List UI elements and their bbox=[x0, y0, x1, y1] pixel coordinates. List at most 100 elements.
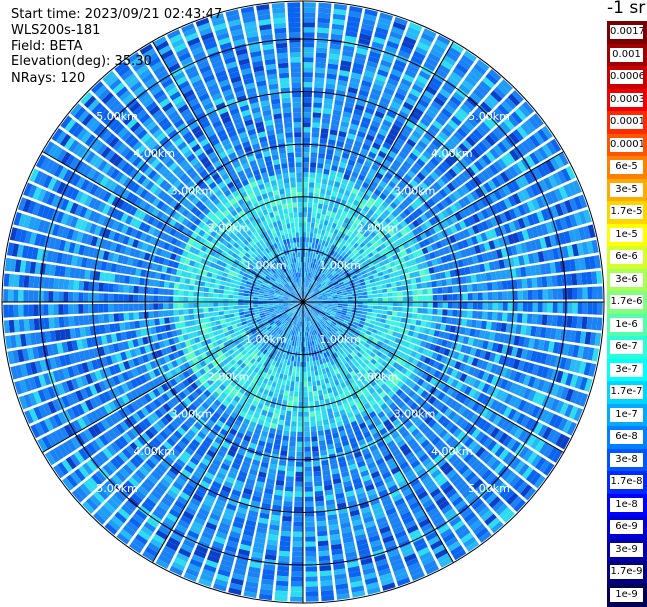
scan-gate-cell bbox=[321, 309, 327, 312]
scan-gate-cell bbox=[546, 141, 557, 155]
scan-gate-cell bbox=[472, 175, 483, 186]
scan-gate-cell bbox=[303, 22, 315, 28]
scan-gate-cell bbox=[453, 131, 464, 142]
scan-gate-cell bbox=[549, 190, 559, 203]
scan-gate-cell bbox=[521, 229, 530, 241]
scan-gate-cell bbox=[481, 282, 488, 291]
scan-gate-cell bbox=[521, 188, 531, 201]
scan-gate-cell bbox=[379, 322, 386, 328]
scan-gate-cell bbox=[537, 146, 549, 160]
scan-gate-cell bbox=[430, 48, 444, 59]
scan-gate-cell bbox=[319, 272, 324, 278]
scan-gate-cell bbox=[308, 187, 314, 193]
scan-gate-cell bbox=[424, 342, 432, 350]
scan-gate-cell bbox=[370, 88, 382, 96]
scan-gate-cell bbox=[416, 216, 424, 225]
scan-gate-cell bbox=[315, 282, 320, 287]
scan-gate-cell bbox=[564, 259, 572, 272]
scan-gate-cell bbox=[520, 122, 532, 136]
scan-gate-cell bbox=[282, 435, 289, 442]
scan-gate-cell bbox=[430, 322, 437, 329]
scan-gate-cell bbox=[399, 211, 407, 220]
scan-gate-cell bbox=[363, 70, 375, 78]
scan-gate-cell bbox=[347, 296, 353, 300]
scan-gate-cell bbox=[485, 206, 494, 217]
scan-gate-cell bbox=[536, 365, 545, 377]
scan-gate-cell bbox=[305, 272, 308, 278]
scan-gate-cell bbox=[391, 189, 399, 198]
scan-gate-cell bbox=[541, 380, 551, 393]
scan-gate-cell bbox=[305, 576, 318, 582]
scan-gate-cell bbox=[380, 265, 387, 271]
scan-gate-cell bbox=[520, 325, 527, 336]
scan-gate-cell bbox=[303, 282, 305, 288]
scan-gate-cell bbox=[363, 111, 373, 120]
scan-gate-cell bbox=[307, 257, 310, 263]
scan-gate-cell bbox=[317, 284, 322, 289]
scan-gate-cell bbox=[380, 146, 389, 155]
scan-gate-cell bbox=[392, 331, 398, 337]
scan-gate-cell bbox=[452, 91, 465, 103]
scan-gate-cell bbox=[437, 64, 451, 75]
scan-gate-cell bbox=[561, 168, 572, 182]
scan-gate-cell bbox=[498, 259, 505, 269]
scan-gate-cell bbox=[324, 230, 330, 237]
scan-gate-cell bbox=[555, 328, 562, 341]
scan-gate-cell bbox=[555, 385, 565, 399]
scan-gate-cell bbox=[420, 340, 427, 348]
scan-gate-cell bbox=[402, 296, 408, 302]
scan-gate-cell bbox=[385, 184, 394, 193]
scan-gate-cell bbox=[453, 111, 466, 123]
scan-gate-cell bbox=[329, 216, 335, 223]
scan-gate-cell bbox=[309, 356, 313, 362]
scan-gate-cell bbox=[434, 39, 448, 50]
scan-gate-cell bbox=[556, 274, 563, 287]
scan-gate-cell bbox=[495, 322, 502, 332]
scan-gate-cell bbox=[363, 276, 370, 282]
scan-gate-cell bbox=[333, 202, 340, 209]
scan-gate-cell bbox=[292, 366, 297, 372]
scan-gate-cell bbox=[448, 193, 458, 203]
scan-gate-cell bbox=[569, 214, 578, 227]
scan-gate-cell bbox=[359, 228, 366, 235]
scan-gate-cell bbox=[358, 248, 365, 255]
scan-gate-cell bbox=[414, 79, 426, 89]
scan-gate-cell bbox=[380, 59, 393, 68]
scan-gate-cell bbox=[515, 347, 523, 359]
scan-gate-cell bbox=[512, 302, 518, 312]
scan-gate-cell bbox=[318, 7, 332, 14]
scan-gate-cell bbox=[584, 378, 593, 392]
scan-gate-cell bbox=[303, 77, 313, 83]
scan-gate-cell bbox=[313, 97, 323, 103]
scan-gate-cell bbox=[356, 99, 366, 107]
scan-gate-cell bbox=[395, 155, 405, 164]
scan-gate-cell bbox=[566, 244, 574, 258]
scan-gate-cell bbox=[574, 330, 582, 344]
scan-gate-cell bbox=[306, 222, 311, 228]
scan-gate-cell bbox=[578, 227, 586, 241]
scan-gate-cell bbox=[332, 308, 338, 311]
scan-gate-cell bbox=[322, 296, 328, 299]
scan-gate-cell bbox=[362, 295, 368, 299]
scan-gate-cell bbox=[471, 357, 479, 367]
scan-gate-cell bbox=[389, 31, 403, 40]
scan-gate-cell bbox=[278, 460, 287, 466]
scan-gate-cell bbox=[346, 25, 359, 33]
scan-gate-cell bbox=[315, 182, 321, 189]
scan-gate-cell bbox=[482, 311, 488, 320]
scan-gate-cell bbox=[497, 237, 506, 248]
scan-gate-cell bbox=[412, 307, 418, 313]
scan-gate-cell bbox=[417, 333, 424, 340]
scan-gate-cell bbox=[294, 391, 299, 397]
scan-gate-cell bbox=[530, 265, 537, 276]
scan-gate-cell bbox=[489, 164, 499, 175]
scan-gate-cell bbox=[365, 248, 372, 255]
scan-gate-cell bbox=[563, 230, 572, 244]
scan-gate-cell bbox=[386, 132, 397, 141]
scan-gate-cell bbox=[285, 481, 294, 487]
scan-gate-cell bbox=[490, 271, 497, 281]
scan-gate-cell bbox=[586, 240, 594, 254]
scan-gate-cell bbox=[408, 343, 415, 350]
scan-gate-cell bbox=[414, 352, 422, 360]
scan-gate-cell bbox=[476, 84, 489, 96]
